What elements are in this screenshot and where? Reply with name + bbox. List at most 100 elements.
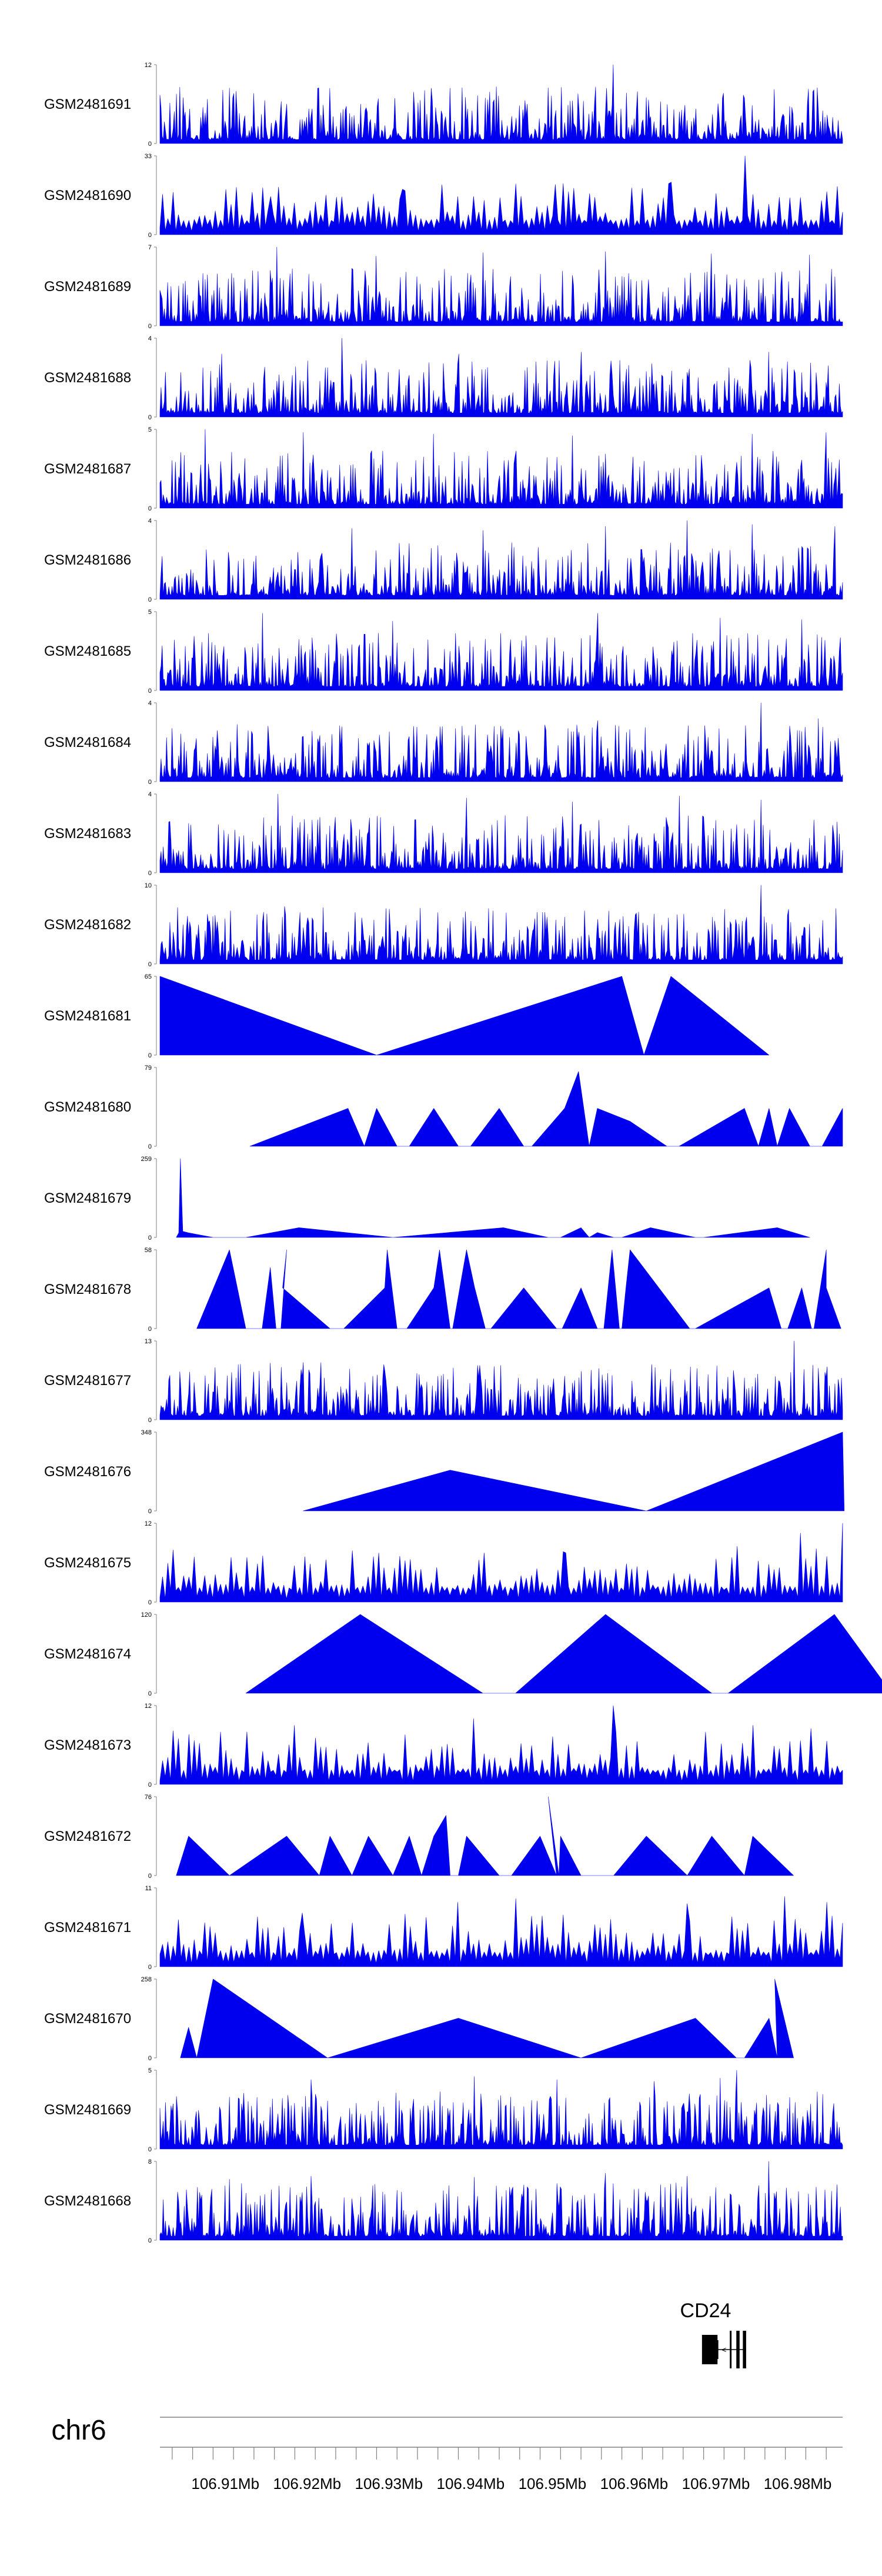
track-gsm2481685: GSM2481685 5 0	[44, 609, 843, 695]
track-label: GSM2481690	[44, 188, 131, 203]
track-gsm2481672: GSM2481672 76 0	[44, 1794, 794, 1880]
track-label: GSM2481691	[44, 96, 131, 112]
y-tick-label-zero: 0	[148, 414, 152, 421]
signal-area	[176, 1158, 810, 1238]
track-gsm2481690: GSM2481690 33 0	[44, 153, 843, 239]
signal-area	[159, 1523, 843, 1603]
signal-area	[159, 429, 843, 509]
y-tick-label-max: 5	[148, 609, 152, 616]
signal-area	[159, 1705, 843, 1785]
y-tick-label-zero: 0	[148, 779, 152, 786]
y-tick-label-max: 13	[145, 1338, 152, 1345]
track-label: GSM2481670	[44, 2011, 131, 2027]
track-label: GSM2481671	[44, 1920, 131, 1936]
y-tick-label-zero: 0	[148, 688, 152, 695]
signal-area	[159, 885, 843, 965]
y-tick-label-max: 12	[145, 1703, 152, 1710]
gene-label: CD24	[680, 2300, 731, 2322]
y-tick-label-zero: 0	[148, 1143, 152, 1150]
signal-area	[159, 520, 843, 600]
track-gsm2481682: GSM2481682 10 0	[44, 882, 843, 968]
x-tick-label: 106.91Mb	[191, 2475, 259, 2492]
y-tick-label-max: 12	[145, 62, 152, 69]
track-label: GSM2481684	[44, 735, 131, 750]
track-gsm2481679: GSM2481679 259 0	[44, 1156, 810, 1242]
track-gsm2481678: GSM2481678 58 0	[44, 1247, 841, 1333]
signal-area	[303, 1432, 845, 1511]
signal-tracks: GSM2481691120GSM2481690330GSM248168970GS…	[44, 62, 882, 2244]
gene-model-cd24: <	[701, 2331, 746, 2368]
signal-area	[245, 1614, 882, 1694]
track-gsm2481674: GSM2481674 120 0	[44, 1611, 882, 1697]
y-tick-label-zero: 0	[148, 141, 152, 148]
track-label: GSM2481682	[44, 917, 131, 933]
y-tick-label-max: 79	[145, 1065, 152, 1072]
signal-area	[159, 246, 843, 326]
signal-area	[159, 976, 770, 1056]
y-tick-label-max: 259	[141, 1156, 152, 1163]
track-label: GSM2481675	[44, 1555, 131, 1571]
gene-exon	[736, 2331, 740, 2368]
track-gsm2481683: GSM2481683 4 0	[44, 791, 843, 877]
y-tick-label-max: 11	[145, 1885, 152, 1892]
signal-area	[180, 1978, 794, 2058]
y-tick-label-zero: 0	[148, 505, 152, 512]
signal-area	[159, 613, 843, 691]
x-tick-label: 106.96Mb	[600, 2475, 669, 2492]
track-gsm2481684: GSM2481684 4 0	[44, 700, 843, 786]
track-gsm2481689: GSM2481689 7 0	[44, 244, 843, 330]
y-tick-label-zero: 0	[148, 870, 152, 877]
track-gsm2481686: GSM2481686 4 0	[44, 518, 843, 603]
track-label: GSM2481669	[44, 2102, 131, 2118]
y-tick-label-max: 120	[141, 1611, 152, 1619]
y-tick-label-max: 76	[145, 1794, 152, 1801]
track-gsm2481669: GSM2481669 5 0	[44, 2067, 843, 2153]
signal-area	[159, 793, 843, 873]
y-tick-label-zero: 0	[148, 2146, 152, 2153]
y-tick-label-zero: 0	[148, 2055, 152, 2062]
chromosome-label: chr6	[51, 2415, 106, 2446]
y-tick-label-max: 12	[145, 1520, 152, 1527]
track-gsm2481688: GSM2481688 4 0	[44, 335, 843, 421]
y-tick-label-zero: 0	[148, 1873, 152, 1880]
y-tick-label-max: 4	[148, 700, 152, 707]
track-label: GSM2481683	[44, 826, 131, 842]
y-tick-label-zero: 0	[148, 596, 152, 603]
signal-area	[159, 2070, 843, 2150]
track-gsm2481675: GSM2481675 12 0	[44, 1520, 843, 1606]
signal-area	[159, 64, 843, 144]
y-tick-label-zero: 0	[148, 961, 152, 968]
track-gsm2481691: GSM2481691 12 0	[44, 62, 843, 148]
genome-axis: chr6 106.91Mb 106.92Mb 106.93Mb 106.94Mb 106…	[51, 2415, 843, 2492]
signal-area	[159, 1896, 843, 1967]
y-tick-label-max: 10	[145, 882, 152, 889]
signal-area	[159, 1340, 843, 1420]
signal-area	[159, 338, 843, 418]
y-tick-label-zero: 0	[148, 232, 152, 239]
x-tick-label: 106.95Mb	[519, 2475, 587, 2492]
track-label: GSM2481685	[44, 643, 131, 659]
track-gsm2481671: GSM2481671 11 0	[44, 1885, 843, 1971]
x-tick-label: 106.93Mb	[355, 2475, 423, 2492]
track-label: GSM2481688	[44, 370, 131, 386]
track-label: GSM2481680	[44, 1099, 131, 1115]
y-tick-label-max: 4	[148, 518, 152, 525]
track-gsm2481673: GSM2481673 12 0	[44, 1703, 843, 1788]
gene-exon	[730, 2331, 732, 2368]
signal-area	[159, 2161, 843, 2241]
y-tick-label-zero: 0	[148, 1234, 152, 1242]
y-tick-label-zero: 0	[148, 323, 152, 330]
track-label: GSM2481687	[44, 461, 131, 477]
y-tick-label-max: 4	[148, 335, 152, 342]
track-label: GSM2481674	[44, 1646, 131, 1662]
x-tick-label: 106.94Mb	[437, 2475, 505, 2492]
signal-area	[176, 1796, 794, 1876]
y-tick-label-zero: 0	[148, 1599, 152, 1606]
y-tick-label-zero: 0	[148, 1781, 152, 1788]
strand-arrow-icon: <	[721, 2345, 726, 2354]
y-tick-label-zero: 0	[148, 1417, 152, 1424]
track-label: GSM2481689	[44, 279, 131, 295]
gene-exon-utr	[715, 2340, 719, 2359]
y-tick-label-zero: 0	[148, 1052, 152, 1059]
